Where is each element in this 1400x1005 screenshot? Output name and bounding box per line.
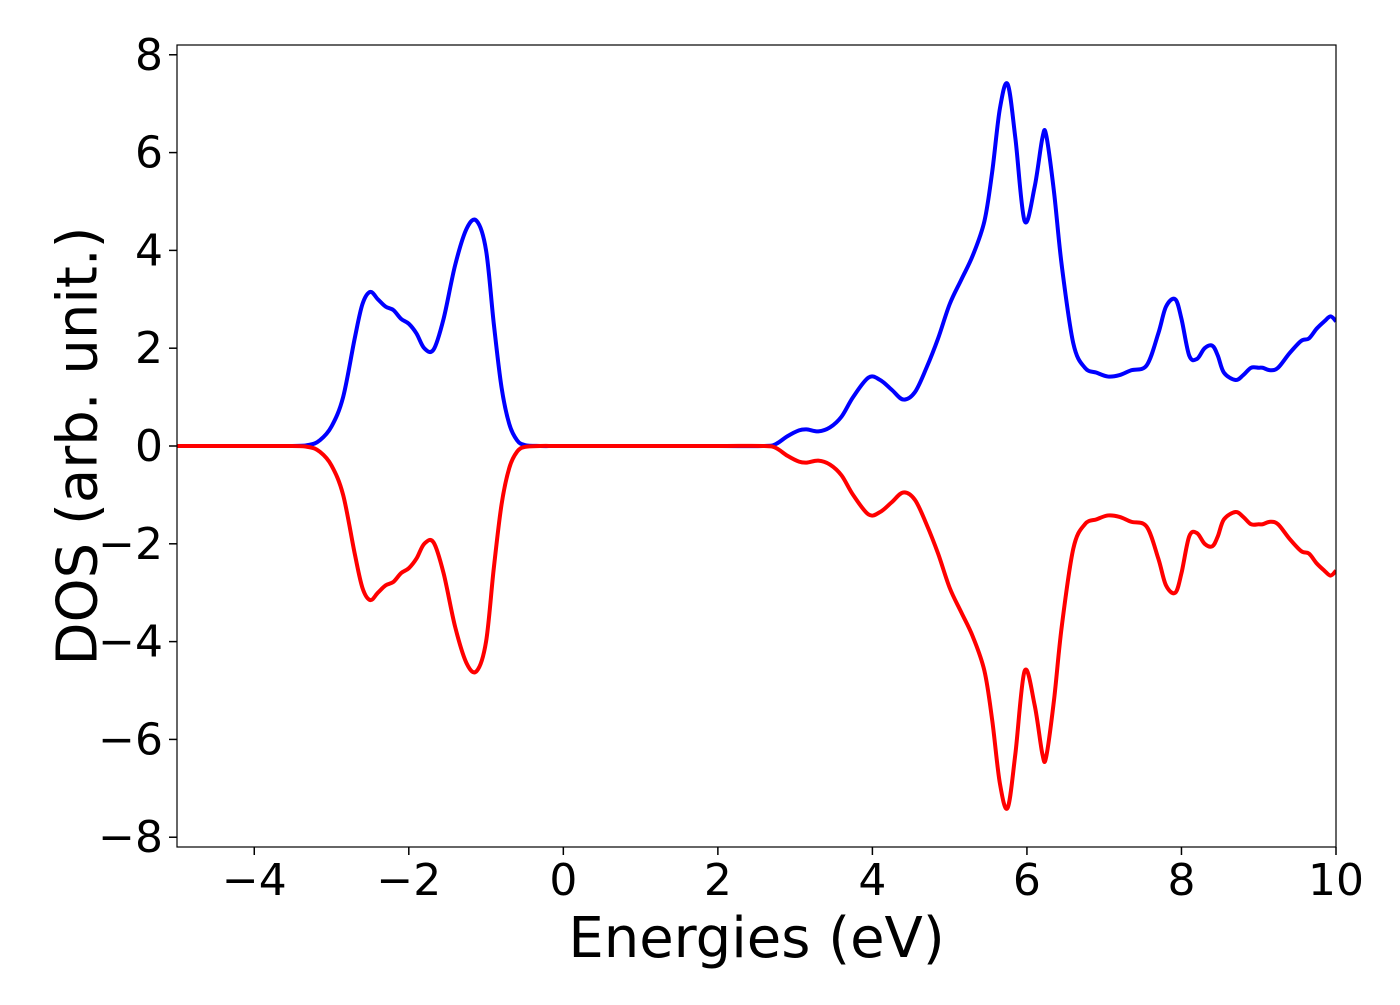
series-line-1 [177, 443, 1336, 811]
x-tick-label: 0 [549, 855, 577, 906]
y-tick-label: −4 [98, 617, 163, 668]
y-tick-label: −2 [98, 519, 163, 570]
y-axis-ticks: −8 −6 −4 −2 0 2 4 6 8 [98, 30, 177, 863]
x-tick-label: 8 [1167, 855, 1195, 906]
x-axis-title: Energies (eV) [568, 906, 944, 971]
y-tick-label: 8 [135, 30, 163, 81]
y-tick-label: 2 [135, 323, 163, 374]
series-layer [177, 81, 1336, 811]
x-tick-label: 6 [1013, 855, 1041, 906]
y-tick-label: 4 [135, 225, 163, 276]
x-tick-label: −2 [376, 855, 441, 906]
x-tick-label: 2 [704, 855, 732, 906]
y-tick-label: −6 [98, 714, 163, 765]
x-tick-label: 10 [1308, 855, 1364, 906]
y-tick-label: 0 [135, 421, 163, 472]
y-tick-label: −8 [98, 812, 163, 863]
x-tick-label: 4 [858, 855, 886, 906]
y-tick-label: 6 [135, 128, 163, 179]
x-axis-ticks: −4 −2 0 2 4 6 8 10 [222, 847, 1364, 906]
y-axis-title: DOS (arb. unit.) [46, 226, 111, 665]
series-line-0 [177, 81, 1336, 449]
x-tick-label: −4 [222, 855, 287, 906]
